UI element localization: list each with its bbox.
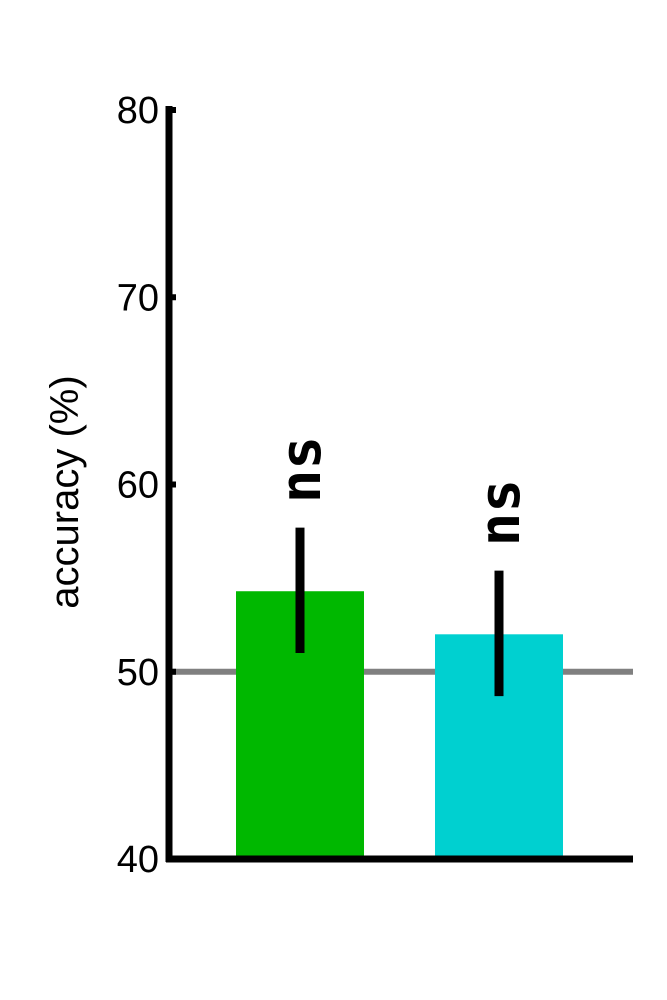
y-tick-label: 70 (117, 277, 159, 319)
y-tick-label: 60 (117, 465, 159, 507)
significance-label: ns (269, 436, 334, 503)
y-tick-label: 80 (117, 90, 159, 132)
y-tick-label: 50 (117, 652, 159, 694)
y-axis-title: accuracy (%) (43, 375, 87, 608)
significance-label: ns (468, 479, 533, 546)
y-tick-label: 40 (117, 839, 159, 881)
